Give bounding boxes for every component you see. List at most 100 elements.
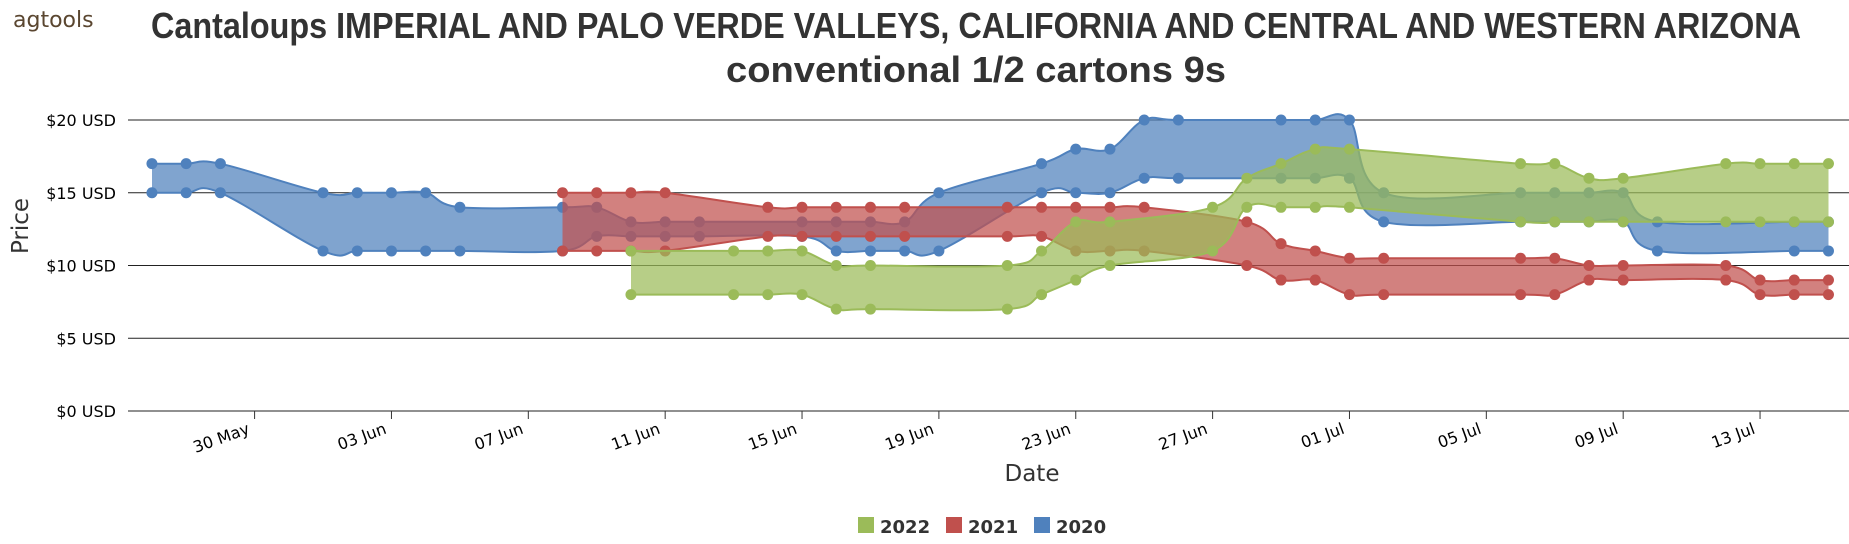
data-point-high[interactable] xyxy=(1822,274,1834,286)
data-point-high[interactable] xyxy=(1583,172,1595,184)
data-point-low[interactable] xyxy=(1001,230,1013,242)
data-point-low[interactable] xyxy=(1549,289,1561,301)
data-point-high[interactable] xyxy=(214,158,226,170)
data-point-low[interactable] xyxy=(899,230,911,242)
data-point-low[interactable] xyxy=(762,230,774,242)
data-point-high[interactable] xyxy=(1104,216,1116,228)
data-point-high[interactable] xyxy=(146,158,158,170)
data-point-low[interactable] xyxy=(830,303,842,315)
data-point-low[interactable] xyxy=(1241,260,1253,271)
data-point-high[interactable] xyxy=(1275,238,1287,250)
data-point-high[interactable] xyxy=(1583,260,1595,271)
data-point-low[interactable] xyxy=(214,187,226,199)
data-point-high[interactable] xyxy=(1788,158,1800,170)
data-point-low[interactable] xyxy=(1104,187,1116,199)
data-point-low[interactable] xyxy=(351,245,363,257)
data-point-high[interactable] xyxy=(1754,158,1766,170)
data-point-low[interactable] xyxy=(1720,274,1732,286)
data-point-low[interactable] xyxy=(1036,230,1048,242)
data-point-high[interactable] xyxy=(1617,172,1629,184)
data-point-low[interactable] xyxy=(1241,201,1253,213)
data-point-low[interactable] xyxy=(1036,289,1048,301)
data-point-high[interactable] xyxy=(1001,260,1013,271)
data-point-low[interactable] xyxy=(1515,216,1527,228)
data-point-high[interactable] xyxy=(1549,252,1561,264)
data-point-high[interactable] xyxy=(317,187,329,199)
data-point-low[interactable] xyxy=(1822,216,1834,228)
data-point-high[interactable] xyxy=(1241,172,1253,184)
data-point-low[interactable] xyxy=(1309,274,1321,286)
data-point-low[interactable] xyxy=(1788,245,1800,257)
data-point-high[interactable] xyxy=(1275,114,1287,126)
data-point-low[interactable] xyxy=(1172,172,1184,184)
data-point-high[interactable] xyxy=(1001,201,1013,213)
data-point-low[interactable] xyxy=(1207,245,1219,257)
data-point-low[interactable] xyxy=(899,245,911,257)
data-point-low[interactable] xyxy=(1378,216,1390,228)
data-point-high[interactable] xyxy=(762,201,774,213)
legend-item-2020[interactable]: 2020 xyxy=(1034,517,1106,538)
data-point-low[interactable] xyxy=(1720,216,1732,228)
data-point-low[interactable] xyxy=(1343,201,1355,213)
data-point-low[interactable] xyxy=(796,289,808,301)
data-point-high[interactable] xyxy=(1104,201,1116,213)
data-point-high[interactable] xyxy=(1138,201,1150,213)
data-point-low[interactable] xyxy=(180,187,192,199)
data-point-high[interactable] xyxy=(1343,143,1355,155)
legend-item-2021[interactable]: 2021 xyxy=(946,517,1018,538)
data-point-low[interactable] xyxy=(864,303,876,315)
data-point-high[interactable] xyxy=(1754,274,1766,286)
data-point-low[interactable] xyxy=(796,230,808,242)
data-point-high[interactable] xyxy=(1720,260,1732,271)
data-point-low[interactable] xyxy=(625,289,637,301)
data-point-low[interactable] xyxy=(557,245,569,257)
data-point-low[interactable] xyxy=(1651,245,1663,257)
data-point-low[interactable] xyxy=(1001,303,1013,315)
data-point-high[interactable] xyxy=(796,201,808,213)
data-point-high[interactable] xyxy=(180,158,192,170)
data-point-low[interactable] xyxy=(1070,274,1082,286)
data-point-high[interactable] xyxy=(420,187,432,199)
data-point-high[interactable] xyxy=(1720,158,1732,170)
data-point-high[interactable] xyxy=(557,187,569,199)
data-point-high[interactable] xyxy=(1172,114,1184,126)
data-point-low[interactable] xyxy=(933,245,945,257)
data-point-low[interactable] xyxy=(1822,289,1834,301)
data-point-high[interactable] xyxy=(1207,201,1219,213)
data-point-high[interactable] xyxy=(762,245,774,257)
data-point-low[interactable] xyxy=(1309,201,1321,213)
data-point-low[interactable] xyxy=(1788,216,1800,228)
data-point-low[interactable] xyxy=(1549,216,1561,228)
data-point-low[interactable] xyxy=(1138,172,1150,184)
data-point-low[interactable] xyxy=(420,245,432,257)
data-point-low[interactable] xyxy=(1343,289,1355,301)
data-point-high[interactable] xyxy=(1070,216,1082,228)
data-point-low[interactable] xyxy=(864,245,876,257)
data-point-low[interactable] xyxy=(728,289,740,301)
data-point-high[interactable] xyxy=(1309,143,1321,155)
data-point-low[interactable] xyxy=(317,245,329,257)
data-point-high[interactable] xyxy=(1343,252,1355,264)
data-point-low[interactable] xyxy=(1754,289,1766,301)
data-point-high[interactable] xyxy=(1070,201,1082,213)
data-point-low[interactable] xyxy=(1822,245,1834,257)
data-point-high[interactable] xyxy=(1617,260,1629,271)
data-point-low[interactable] xyxy=(1378,289,1390,301)
data-point-high[interactable] xyxy=(830,260,842,271)
data-point-high[interactable] xyxy=(1378,252,1390,264)
legend-item-2022[interactable]: 2022 xyxy=(858,517,930,538)
data-point-high[interactable] xyxy=(1070,143,1082,155)
data-point-low[interactable] xyxy=(1070,187,1082,199)
data-point-low[interactable] xyxy=(830,230,842,242)
data-point-low[interactable] xyxy=(1583,274,1595,286)
data-point-low[interactable] xyxy=(1788,289,1800,301)
data-point-low[interactable] xyxy=(1754,216,1766,228)
data-point-low[interactable] xyxy=(1617,216,1629,228)
data-point-high[interactable] xyxy=(591,187,603,199)
data-point-low[interactable] xyxy=(1275,274,1287,286)
data-point-high[interactable] xyxy=(1343,114,1355,126)
data-point-high[interactable] xyxy=(864,260,876,271)
data-point-low[interactable] xyxy=(146,187,158,199)
data-point-low[interactable] xyxy=(830,245,842,257)
data-point-low[interactable] xyxy=(864,230,876,242)
